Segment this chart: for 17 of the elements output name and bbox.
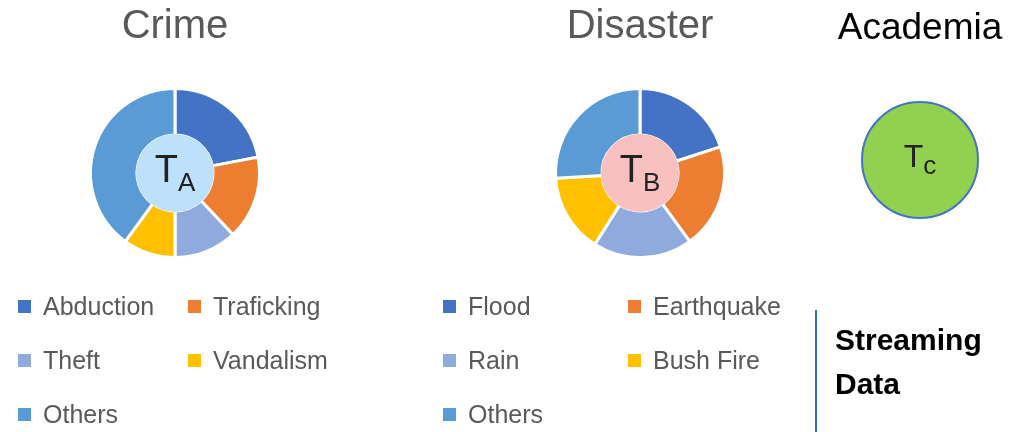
legend-label: Abduction (43, 292, 155, 321)
legend-label: Bush Fire (653, 346, 760, 375)
legend-label: Others (468, 400, 544, 429)
chart-title: Crime (120, 2, 230, 47)
text: T$_{B}$ (618, 148, 662, 198)
text: T$_{c}$ (902, 138, 938, 182)
text: Academia (836, 6, 1004, 48)
legend-label: Theft (43, 346, 100, 375)
text: Streaming Data (835, 322, 983, 402)
legend-label: Earthquake (653, 292, 781, 321)
legend-label: Others (43, 400, 119, 429)
legend-label: Rain (468, 346, 520, 375)
text: T$_{A}$ (153, 148, 197, 198)
chart-title: Disaster (565, 2, 715, 47)
legend-label: Flood (468, 292, 531, 321)
legend-label: Vandalism (213, 346, 328, 375)
legend-label: Traficking (213, 292, 321, 321)
